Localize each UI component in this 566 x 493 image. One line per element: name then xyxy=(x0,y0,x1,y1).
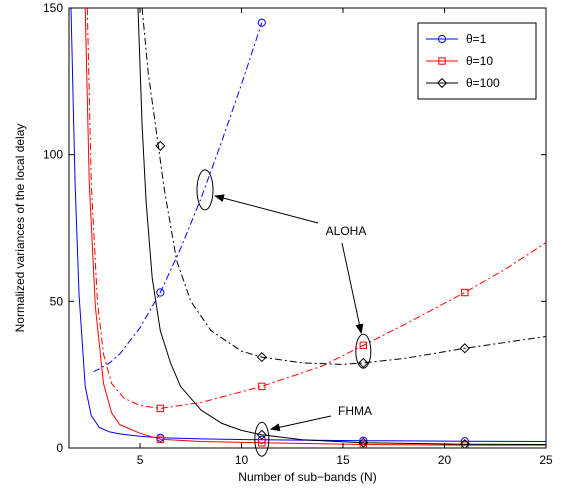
legend-item-theta-1: θ=1 xyxy=(426,32,487,46)
marker-aloha-theta-100 xyxy=(256,351,267,363)
y-tick-label: 50 xyxy=(50,294,64,308)
marker-fhma-theta-100 xyxy=(459,439,470,448)
marker-aloha-theta-1 xyxy=(257,18,266,27)
marker-aloha-theta-1 xyxy=(156,288,165,297)
marker-fhma-theta-100 xyxy=(256,429,267,440)
fhma-ellipse xyxy=(254,421,270,457)
marker-fhma-theta-100 xyxy=(358,437,369,448)
line-aloha-theta-1 xyxy=(93,22,263,373)
aloha-arrow-upper xyxy=(214,194,319,224)
annotation-layer xyxy=(196,169,372,457)
legend-item-theta-10: θ=10 xyxy=(426,54,493,68)
line-aloha-theta-100 xyxy=(141,8,546,365)
series-aloha-theta-10 xyxy=(86,8,546,413)
legend-label: θ=10 xyxy=(466,54,493,68)
series-layer xyxy=(70,8,546,448)
marker-aloha-theta-10 xyxy=(359,341,368,350)
legend: θ=1 θ=10 θ=100 xyxy=(417,22,537,100)
aloha-theta-1-ellipse xyxy=(196,169,214,211)
y-tick-label: 0 xyxy=(56,441,63,455)
legend-marker xyxy=(438,57,446,65)
x-tick-label: 15 xyxy=(336,453,350,467)
aloha-theta-10-ellipse xyxy=(355,333,372,369)
x-tick-label: 25 xyxy=(539,453,553,467)
y-tick-label: 100 xyxy=(43,148,63,162)
marker-aloha-theta-100 xyxy=(358,357,369,369)
x-tick-label: 5 xyxy=(137,453,144,467)
series-aloha-theta-100 xyxy=(141,8,546,369)
x-tick-label: 10 xyxy=(235,453,249,467)
line-fhma-theta-1 xyxy=(70,8,546,442)
marker-aloha-theta-10 xyxy=(156,404,165,413)
marker-aloha-theta-100 xyxy=(155,140,166,151)
fhma-arrow xyxy=(269,415,332,432)
line-fhma-theta-100 xyxy=(137,8,546,445)
annotation-aloha-label: ALOHA xyxy=(326,224,367,238)
x-tick-label: 20 xyxy=(438,453,452,467)
legend-label: θ=1 xyxy=(466,32,487,46)
line-fhma-theta-10 xyxy=(84,8,546,446)
marker-aloha-theta-100 xyxy=(459,343,470,354)
marker-aloha-theta-10 xyxy=(258,382,266,391)
aloha-arrow-lower xyxy=(341,242,364,335)
legend-marker xyxy=(436,77,448,89)
legend-item-theta-100: θ=100 xyxy=(426,76,500,90)
axis-layer: 5 10 15 20 25 0 50 100 150 xyxy=(43,1,553,467)
annotation-fhma-label: FHMA xyxy=(338,404,372,418)
line-aloha-theta-10 xyxy=(86,8,546,409)
legend-label: θ=100 xyxy=(466,76,500,90)
x-axis-label: Number of sub−bands (N) xyxy=(238,470,376,484)
y-axis-label: Normalized variances of the local delay xyxy=(13,124,27,333)
series-aloha-theta-1 xyxy=(93,18,266,373)
marker-fhma-theta-10 xyxy=(156,435,165,443)
y-tick-label: 150 xyxy=(43,1,63,15)
legend-marker xyxy=(437,34,447,44)
series-fhma-theta-100 xyxy=(137,8,546,448)
marker-aloha-theta-10 xyxy=(461,288,469,297)
